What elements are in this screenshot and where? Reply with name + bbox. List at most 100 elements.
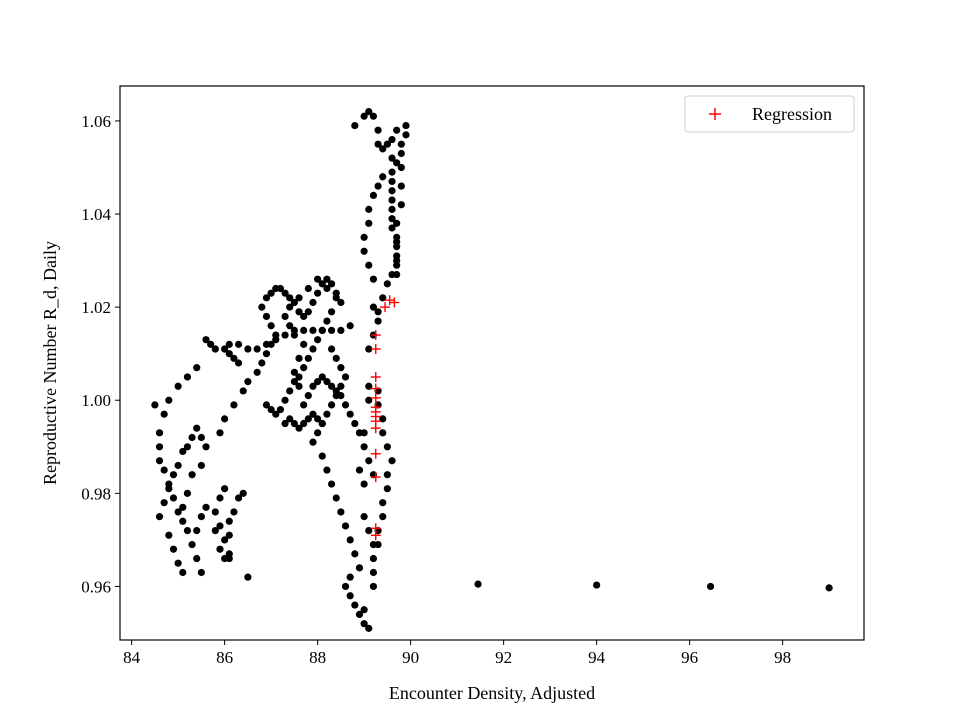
data-point bbox=[341, 582, 350, 591]
data-point bbox=[225, 550, 233, 558]
data-point bbox=[174, 461, 182, 470]
data-point bbox=[341, 401, 350, 409]
data-point bbox=[314, 275, 322, 283]
data-point bbox=[351, 601, 359, 609]
data-point bbox=[360, 513, 368, 521]
data-point bbox=[295, 424, 303, 432]
data-point bbox=[281, 331, 289, 339]
data-point bbox=[388, 457, 396, 465]
data-point bbox=[327, 401, 336, 409]
data-point bbox=[234, 340, 243, 348]
data-point bbox=[179, 503, 187, 511]
data-point bbox=[383, 471, 391, 479]
data-point bbox=[262, 350, 271, 358]
data-point bbox=[304, 391, 312, 400]
data-point bbox=[332, 494, 340, 502]
y-tick-label: 0.96 bbox=[81, 577, 111, 596]
data-point bbox=[304, 354, 312, 362]
data-point bbox=[183, 443, 192, 451]
data-point bbox=[225, 531, 233, 539]
x-tick-label: 84 bbox=[123, 648, 141, 667]
data-point bbox=[193, 424, 201, 432]
regression-series-points bbox=[370, 295, 400, 541]
data-point bbox=[276, 405, 285, 414]
data-point bbox=[193, 364, 201, 372]
data-point bbox=[327, 280, 336, 288]
regression-point bbox=[370, 402, 381, 413]
data-point bbox=[300, 401, 308, 409]
data-point bbox=[360, 620, 368, 628]
data-point bbox=[244, 573, 252, 581]
data-point bbox=[314, 429, 322, 437]
data-point bbox=[211, 345, 219, 353]
legend-label-regression: Regression bbox=[752, 104, 832, 124]
data-point bbox=[188, 471, 196, 479]
data-point bbox=[337, 298, 345, 307]
data-point bbox=[169, 471, 178, 479]
data-point bbox=[314, 289, 322, 297]
data-point bbox=[379, 429, 387, 437]
x-tick-label: 96 bbox=[681, 648, 698, 667]
x-tick-label: 92 bbox=[495, 648, 512, 667]
data-point bbox=[351, 550, 359, 558]
data-point bbox=[221, 415, 229, 423]
regression-point bbox=[384, 295, 395, 306]
data-point bbox=[258, 303, 266, 311]
data-point bbox=[234, 359, 243, 367]
data-point bbox=[323, 317, 331, 325]
data-point bbox=[165, 396, 173, 404]
data-point bbox=[379, 415, 387, 423]
data-point bbox=[304, 415, 312, 423]
data-point bbox=[290, 368, 298, 376]
data-point bbox=[272, 331, 280, 339]
data-point bbox=[174, 508, 182, 516]
data-point bbox=[202, 503, 210, 511]
data-point bbox=[281, 419, 289, 428]
data-point bbox=[341, 373, 350, 381]
data-point bbox=[151, 401, 159, 409]
data-point bbox=[388, 224, 396, 232]
data-point bbox=[369, 303, 378, 311]
data-point bbox=[318, 452, 326, 460]
data-point bbox=[323, 275, 331, 283]
data-point bbox=[267, 289, 275, 297]
x-tick-label: 94 bbox=[588, 648, 606, 667]
data-point bbox=[393, 219, 401, 227]
data-point bbox=[174, 382, 182, 390]
data-point bbox=[346, 592, 354, 600]
data-point bbox=[309, 298, 317, 307]
data-point bbox=[290, 419, 298, 428]
data-point bbox=[360, 233, 368, 241]
data-point bbox=[188, 540, 196, 549]
data-point bbox=[593, 581, 601, 589]
data-point bbox=[383, 485, 391, 493]
data-point bbox=[314, 336, 322, 344]
data-point bbox=[253, 345, 261, 353]
plot-area bbox=[120, 86, 864, 640]
data-point bbox=[388, 187, 396, 195]
y-tick-label: 1.02 bbox=[81, 298, 111, 317]
data-point bbox=[225, 517, 233, 525]
data-point bbox=[379, 499, 387, 507]
data-point bbox=[290, 331, 298, 339]
data-point bbox=[267, 322, 275, 330]
data-point bbox=[365, 457, 373, 465]
y-tick-label: 0.98 bbox=[81, 484, 111, 503]
data-point bbox=[239, 387, 247, 395]
data-point bbox=[397, 201, 405, 209]
data-point bbox=[351, 419, 359, 428]
data-point bbox=[225, 350, 233, 358]
data-point bbox=[374, 126, 382, 134]
data-point bbox=[474, 580, 482, 588]
data-point bbox=[221, 485, 229, 493]
data-point bbox=[193, 554, 201, 563]
data-point bbox=[365, 108, 373, 116]
data-point bbox=[327, 326, 336, 335]
data-point bbox=[318, 326, 326, 335]
data-point bbox=[197, 461, 205, 470]
data-point bbox=[202, 443, 210, 451]
y-axis-ticks: 0.96 0.98 1.00 1.02 1.04 1.06 bbox=[81, 112, 120, 596]
data-point bbox=[314, 378, 322, 386]
regression-point bbox=[370, 448, 381, 459]
data-point bbox=[160, 410, 168, 418]
